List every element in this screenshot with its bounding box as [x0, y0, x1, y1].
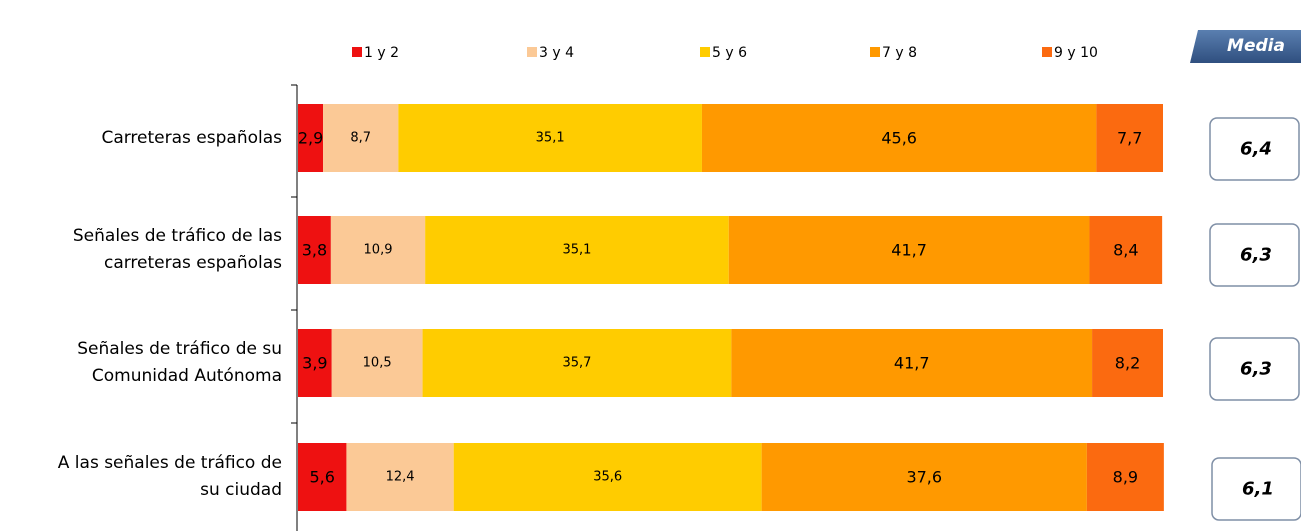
- data-label: 8,4: [1113, 241, 1138, 260]
- data-label: 5,6: [309, 468, 334, 487]
- data-label: 10,5: [363, 356, 392, 371]
- data-label: 41,7: [894, 354, 930, 373]
- legend-swatch: [870, 47, 880, 57]
- bar-segment: [1089, 216, 1163, 284]
- bar-segment: [1096, 104, 1163, 172]
- media-value: 6,3: [1240, 245, 1272, 266]
- legend-swatch: [1042, 47, 1052, 57]
- category-label: A las señales de tráfico de su ciudad: [57, 453, 282, 500]
- legend-label: 1 y 2: [364, 45, 399, 61]
- bar-segment: [298, 104, 324, 172]
- bar-segment: [323, 104, 399, 172]
- legend-label: 5 y 6: [712, 45, 747, 61]
- data-label: 8,7: [350, 131, 371, 146]
- bar-segment: [1086, 443, 1164, 511]
- data-label: 45,6: [881, 129, 917, 148]
- bar-segment: [398, 104, 702, 172]
- bar-segment: [453, 443, 762, 511]
- media-title: Media: [1227, 36, 1285, 56]
- bar-segment: [731, 329, 1093, 397]
- legend-label: 3 y 4: [539, 45, 574, 61]
- data-label: 35,7: [562, 356, 591, 371]
- data-label: 3,9: [302, 354, 327, 373]
- data-label: 8,2: [1115, 354, 1140, 373]
- media-value: 6,4: [1240, 139, 1272, 160]
- media-value: 6,3: [1240, 359, 1272, 380]
- bar-segment: [761, 443, 1087, 511]
- category-label: Señales de tráfico de su Comunidad Autón…: [77, 339, 282, 386]
- legend-swatch: [700, 47, 710, 57]
- legend-label: 9 y 10: [1054, 45, 1098, 61]
- media-box: [1209, 223, 1300, 287]
- data-label: 35,1: [562, 243, 591, 258]
- bar-segment: [1092, 329, 1163, 397]
- data-label: 41,7: [891, 241, 927, 260]
- data-label: 35,6: [593, 470, 622, 485]
- legend-swatch: [352, 47, 362, 57]
- bar-segment: [346, 443, 454, 511]
- bar-segment: [298, 329, 332, 397]
- bar-segment: [701, 104, 1097, 172]
- bar-segment: [330, 216, 426, 284]
- data-label: 2,9: [298, 129, 323, 148]
- category-label: Señales de tráfico de las carreteras esp…: [72, 226, 282, 273]
- data-label: 12,4: [386, 470, 415, 485]
- data-label: 35,1: [536, 131, 565, 146]
- media-value: 6,1: [1242, 479, 1274, 500]
- media-box: [1211, 457, 1301, 521]
- bar-segment: [331, 329, 423, 397]
- legend-swatch: [527, 47, 537, 57]
- media-box: [1209, 117, 1300, 181]
- bar-segment: [728, 216, 1090, 284]
- data-label: 3,8: [302, 241, 327, 260]
- legend-label: 7 y 8: [882, 45, 917, 61]
- bar-segment: [425, 216, 729, 284]
- data-label: 8,9: [1113, 468, 1138, 487]
- category-label: Carreteras españolas: [101, 127, 282, 148]
- media-header: [1190, 30, 1301, 63]
- data-label: 10,9: [364, 243, 393, 258]
- bar-segment: [422, 329, 732, 397]
- bar-segment: [298, 443, 347, 511]
- data-label: 37,6: [906, 468, 942, 487]
- data-label: 7,7: [1117, 129, 1142, 148]
- bar-segment: [298, 216, 331, 284]
- media-box: [1209, 337, 1300, 401]
